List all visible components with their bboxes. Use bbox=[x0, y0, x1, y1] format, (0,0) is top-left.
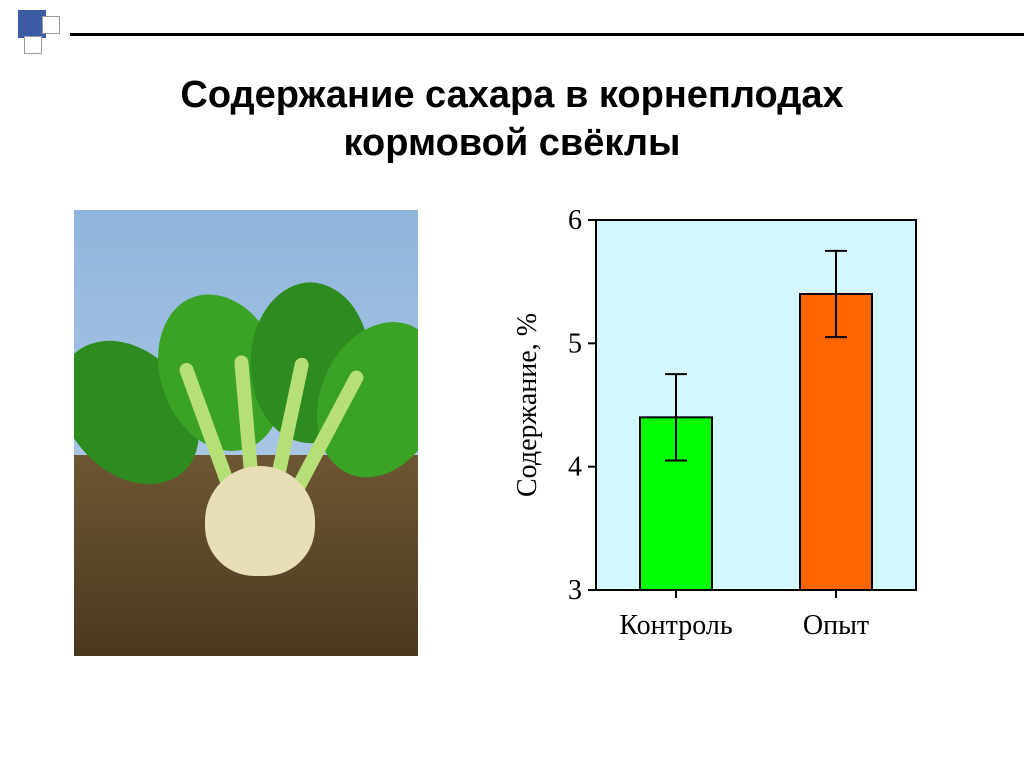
slide-title: Содержание сахара в корнеплодах кормовой… bbox=[0, 72, 1024, 167]
svg-text:Контроль: Контроль bbox=[619, 610, 732, 641]
svg-text:Содержание, %: Содержание, % bbox=[512, 313, 543, 497]
svg-text:6: 6 bbox=[568, 210, 582, 236]
svg-text:4: 4 bbox=[568, 452, 582, 483]
svg-text:5: 5 bbox=[568, 328, 582, 359]
slide: Содержание сахара в корнеплодах кормовой… bbox=[0, 0, 1024, 767]
beet-photo bbox=[74, 210, 418, 656]
horizontal-rule bbox=[70, 33, 1024, 36]
title-line-1: Содержание сахара в корнеплодах bbox=[0, 72, 1024, 120]
sugar-bar-chart: 3 4 5 6 Контроль Опыт Содержание, % bbox=[498, 210, 958, 690]
title-line-2: кормовой свёклы bbox=[0, 120, 1024, 168]
corner-bullets-icon bbox=[18, 10, 66, 58]
svg-text:3: 3 bbox=[568, 575, 582, 606]
content-area: 3 4 5 6 Контроль Опыт Содержание, % bbox=[0, 210, 1024, 767]
svg-text:Опыт: Опыт bbox=[803, 610, 869, 641]
